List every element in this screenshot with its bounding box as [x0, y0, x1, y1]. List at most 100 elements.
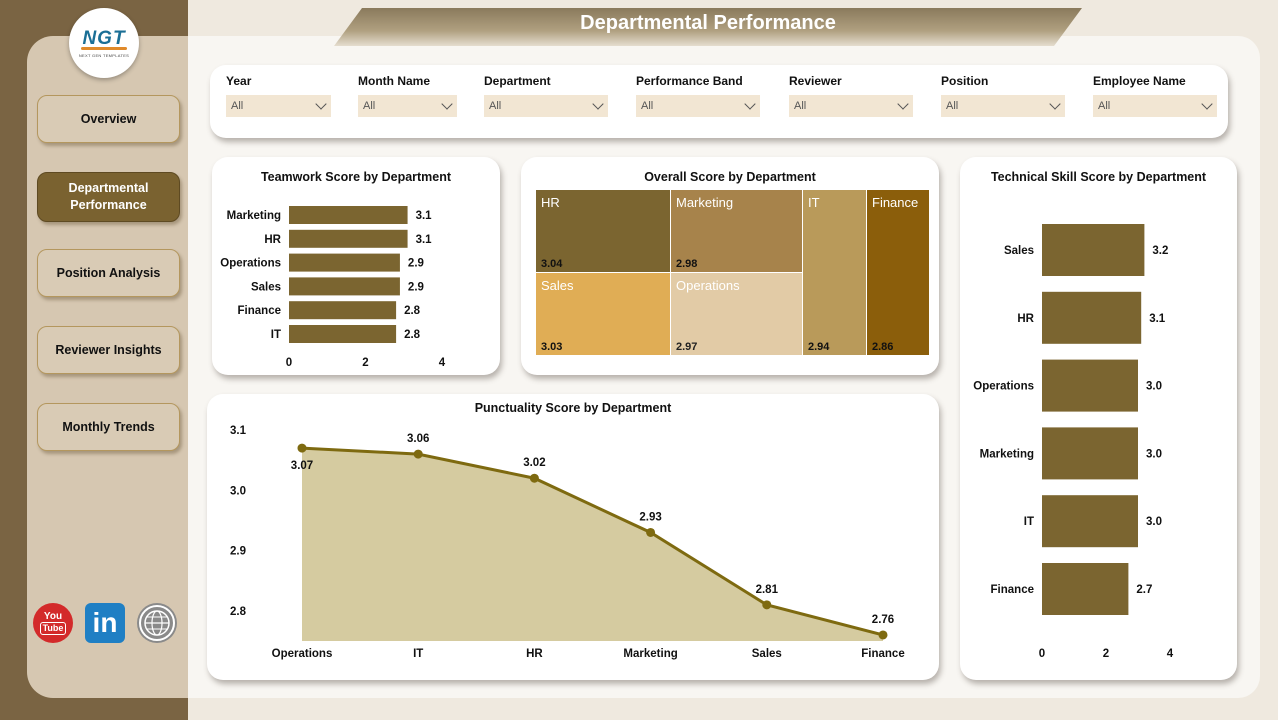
nav-label: Monthly Trends	[62, 419, 155, 434]
treemap-cell[interactable]	[803, 190, 866, 355]
y-tick-label: 3.0	[230, 485, 246, 497]
page-title: Departmental Performance	[580, 11, 836, 34]
treemap-cell[interactable]	[671, 190, 802, 272]
company-logo[interactable]: NGT NEXT GEN TEMPLATES	[69, 8, 139, 78]
chevron-down-icon	[592, 98, 604, 110]
x-tick-label: Marketing	[623, 648, 677, 660]
nav-label: Position Analysis	[56, 265, 161, 280]
bar[interactable]	[1042, 291, 1142, 344]
teamwork-chart-card: Teamwork Score by Department Marketing 3.…	[212, 157, 500, 375]
filter-label: Position	[941, 74, 989, 88]
bar[interactable]	[289, 206, 408, 224]
treemap-cell-name: IT	[808, 195, 820, 210]
treemap-cell[interactable]	[671, 273, 802, 355]
data-point[interactable]	[646, 527, 656, 537]
filter-position: Position All	[941, 74, 1065, 117]
data-point[interactable]	[529, 473, 539, 483]
treemap-cell-value: 3.03	[541, 341, 562, 353]
nav-label: Reviewer Insights	[55, 342, 162, 357]
filter-year-dropdown[interactable]: All	[226, 95, 331, 117]
punctuality-chart-card: Punctuality Score by Department 3.1 3.0 2.…	[207, 394, 939, 680]
filter-value: All	[794, 100, 807, 112]
filter-month: Month Name All	[358, 74, 457, 117]
treemap-cell[interactable]	[867, 190, 929, 355]
filter-label: Reviewer	[789, 74, 842, 88]
treemap-cell[interactable]	[536, 273, 670, 355]
bar-value-label: 3.1	[416, 210, 433, 222]
category-label: HR	[264, 234, 281, 246]
website-globe-icon[interactable]	[137, 603, 177, 643]
data-point[interactable]	[297, 443, 307, 453]
chevron-down-icon	[1049, 98, 1061, 110]
linkedin-text: in	[92, 607, 118, 638]
bar[interactable]	[1042, 359, 1138, 412]
x-tick-label: 0	[286, 357, 292, 369]
treemap-cell[interactable]	[536, 190, 670, 272]
filter-month-dropdown[interactable]: All	[358, 95, 457, 117]
filter-position-dropdown[interactable]: All	[941, 95, 1065, 117]
category-label: Sales	[251, 281, 281, 293]
nav-departmental-performance[interactable]: Departmental Performance	[37, 172, 180, 222]
treemap-cell-name: Operations	[676, 278, 740, 293]
technical-chart-card: Technical Skill Score by Department Sale…	[960, 157, 1237, 680]
category-label: IT	[1024, 516, 1034, 528]
youtube-text-bottom: Tube	[39, 622, 67, 635]
data-point[interactable]	[762, 600, 772, 610]
nav-label: Departmental Performance	[68, 181, 149, 212]
nav-reviewer-insights[interactable]: Reviewer Insights	[37, 326, 180, 374]
data-value-label: 2.93	[639, 511, 661, 523]
bar-value-label: 2.8	[404, 305, 421, 317]
filter-reviewer-dropdown[interactable]: All	[789, 95, 913, 117]
area-fill	[302, 448, 883, 641]
bar-value-label: 3.1	[416, 234, 433, 246]
filter-value: All	[1098, 100, 1111, 112]
x-tick-label: IT	[413, 648, 423, 660]
filter-employee-name: Employee Name All	[1093, 74, 1217, 117]
filter-reviewer: Reviewer All	[789, 74, 913, 117]
technical-chart: Sales 3.2 HR 3.1 Operations 3.0 Marketing 3.0 IT…	[973, 224, 1174, 660]
chevron-down-icon	[441, 98, 453, 110]
nav-monthly-trends[interactable]: Monthly Trends	[37, 403, 180, 451]
nav-position-analysis[interactable]: Position Analysis	[37, 249, 180, 297]
bar[interactable]	[289, 277, 400, 296]
nav-overview[interactable]: Overview	[37, 95, 180, 143]
bar-value-label: 2.7	[1136, 584, 1152, 596]
bar[interactable]	[1042, 427, 1138, 480]
bar[interactable]	[289, 301, 397, 320]
chevron-down-icon	[315, 98, 327, 110]
punctuality-chart: 3.1 3.0 2.9 2.8 3.07 Operations 3.06 IT 3.02 HR 2.…	[230, 425, 905, 660]
x-tick-label: 2	[1103, 648, 1109, 660]
filter-employee-name-dropdown[interactable]: All	[1093, 95, 1217, 117]
treemap-cell-value: 2.98	[676, 258, 697, 270]
category-label: Operations	[220, 258, 281, 270]
bar[interactable]	[1042, 224, 1145, 276]
youtube-icon[interactable]: You Tube	[33, 603, 73, 643]
youtube-text-top: You	[43, 611, 63, 622]
bar[interactable]	[1042, 495, 1138, 548]
filter-performance-band-dropdown[interactable]: All	[636, 95, 760, 117]
filter-value: All	[641, 100, 654, 112]
data-point[interactable]	[413, 449, 423, 459]
logo-brand: NGT	[82, 28, 126, 49]
bar[interactable]	[1042, 563, 1129, 615]
bar-value-label: 2.9	[408, 258, 424, 270]
overall-chart-title: Overall Score by Department	[644, 170, 816, 184]
filter-value: All	[231, 100, 244, 112]
bar[interactable]	[289, 325, 397, 343]
filter-value: All	[489, 100, 502, 112]
category-label: Finance	[991, 584, 1034, 596]
linkedin-icon[interactable]: in	[85, 603, 125, 643]
category-label: IT	[271, 329, 281, 341]
teamwork-chart: Marketing 3.1 HR 3.1 Operations 2.9 Sales 2.9 Fi…	[220, 206, 446, 369]
logo-swoosh	[81, 47, 127, 50]
title-banner	[334, 8, 1082, 46]
filter-department-dropdown[interactable]: All	[484, 95, 608, 117]
treemap-cell-name: Finance	[872, 195, 918, 210]
category-label: Sales	[1004, 245, 1034, 257]
data-value-label: 3.02	[523, 457, 545, 469]
x-tick-label: 2	[362, 357, 368, 369]
bar[interactable]	[289, 253, 400, 272]
data-point[interactable]	[878, 630, 888, 640]
bar[interactable]	[289, 229, 408, 248]
data-value-label: 2.76	[872, 614, 894, 626]
